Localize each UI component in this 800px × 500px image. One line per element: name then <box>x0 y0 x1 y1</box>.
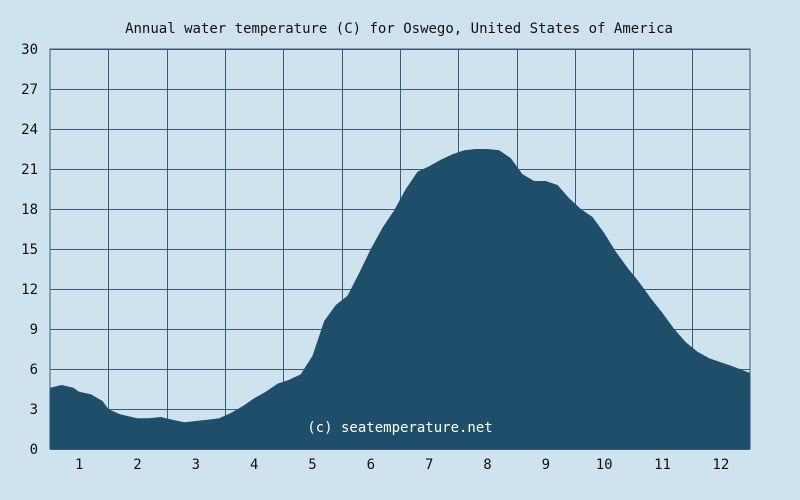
y-tick-label: 27 <box>21 82 38 98</box>
y-tick-label: 18 <box>21 202 38 218</box>
x-tick-label: 12 <box>712 457 729 473</box>
x-tick-label: 3 <box>192 457 200 473</box>
y-axis-ticks: 0 3 6 9 12 15 18 21 24 27 30 <box>21 42 38 458</box>
y-tick-label: 9 <box>30 322 38 338</box>
y-tick-label: 3 <box>30 402 38 418</box>
y-tick-label: 30 <box>21 42 38 58</box>
x-tick-label: 9 <box>542 457 550 473</box>
x-tick-label: 4 <box>250 457 258 473</box>
x-tick-label: 6 <box>367 457 375 473</box>
x-axis-ticks: 1 2 3 4 5 6 7 8 9 10 11 12 <box>75 457 729 473</box>
x-tick-label: 5 <box>308 457 316 473</box>
temperature-area <box>50 149 750 449</box>
x-tick-label: 1 <box>75 457 83 473</box>
chart-title: Annual water temperature (C) for Oswego,… <box>125 21 673 37</box>
x-tick-label: 7 <box>425 457 433 473</box>
x-tick-label: 2 <box>133 457 141 473</box>
y-tick-label: 24 <box>21 122 38 138</box>
y-tick-label: 15 <box>21 242 38 258</box>
x-tick-label: 10 <box>596 457 613 473</box>
y-tick-label: 12 <box>21 282 38 298</box>
x-tick-label: 11 <box>654 457 671 473</box>
y-tick-label: 0 <box>30 442 38 458</box>
watermark: (c) seatemperature.net <box>307 420 492 436</box>
y-tick-label: 6 <box>30 362 38 378</box>
y-tick-label: 21 <box>21 162 38 178</box>
x-tick-label: 8 <box>483 457 491 473</box>
